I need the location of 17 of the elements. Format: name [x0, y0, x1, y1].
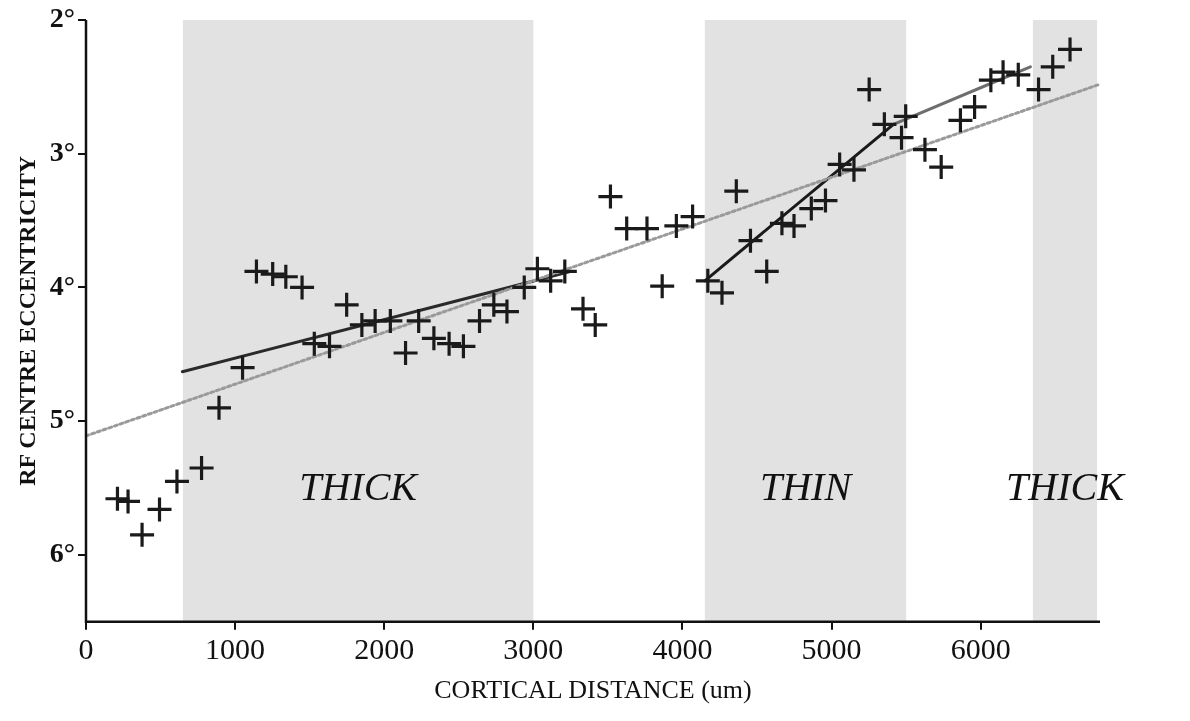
y-tick-label: 4°: [49, 269, 75, 301]
band-label: THICK: [299, 463, 420, 509]
y-tick-label: 2°: [49, 2, 75, 34]
x-tick-label: 3000: [503, 631, 564, 665]
x-tick-label: 1000: [205, 631, 266, 665]
x-tick-label: 4000: [652, 631, 713, 665]
x-tick-label: 6000: [950, 631, 1011, 665]
y-tick-label: 6°: [49, 537, 75, 569]
x-tick-label: 2000: [354, 631, 415, 665]
x-tick-label: 5000: [801, 631, 862, 665]
band-label: THICK: [1006, 463, 1127, 509]
band-label: THIN: [759, 463, 854, 509]
y-tick-label: 5°: [49, 403, 75, 435]
x-tick-label: 0: [78, 631, 94, 665]
x-axis-title: CORTICAL DISTANCE (um): [434, 675, 752, 705]
y-tick-label: 3°: [49, 135, 75, 167]
y-axis-title: RF CENTRE ECCENTRICITY: [13, 155, 40, 486]
